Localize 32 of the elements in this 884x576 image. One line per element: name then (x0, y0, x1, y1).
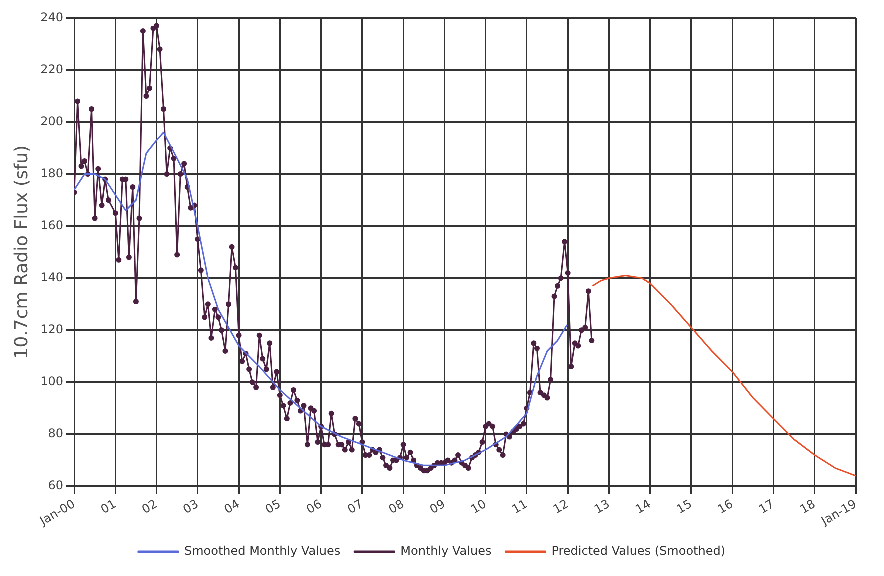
y-tick-label: 200 (40, 114, 64, 128)
y-tick-label: 120 (40, 322, 64, 337)
x-tick-label: 02 (140, 496, 160, 517)
x-tick-label: 16 (715, 496, 736, 517)
legend-label: Smoothed Monthly Values (184, 544, 341, 558)
y-tick-label: 140 (40, 270, 64, 284)
y-tick-label: 220 (40, 62, 64, 76)
x-tick-label: 09 (428, 496, 448, 517)
x-tick-label: 03 (180, 496, 201, 517)
x-tick-label: 17 (756, 496, 777, 517)
y-tick-label: 180 (40, 166, 64, 180)
x-tick-label: 10 (468, 496, 489, 517)
y-tick-label: 80 (48, 426, 64, 441)
x-tick-label: 12 (550, 496, 572, 517)
x-tick-label: 06 (304, 496, 324, 517)
x-tick-label: 04 (222, 496, 242, 517)
x-tick-label: 08 (386, 496, 407, 517)
legend-label: Monthly Values (400, 544, 492, 558)
y-tick-label: 160 (40, 218, 64, 232)
y-tick-label: 60 (48, 478, 64, 493)
legend-label: Predicted Values (Smoothed) (552, 544, 726, 558)
x-tick-label: 01 (98, 496, 119, 517)
x-tick-label: 11 (510, 496, 530, 517)
x-tick-label: 07 (345, 496, 366, 517)
x-tick-label: 14 (633, 496, 654, 517)
x-tick-label: 15 (674, 496, 695, 517)
y-tick-label: 100 (40, 374, 64, 389)
x-tick-label: 18 (798, 496, 818, 517)
y-axis-title: 10.7cm Radio Flux (sfu) (11, 145, 32, 360)
x-tick-label: 05 (262, 496, 284, 517)
x-tick-label: 13 (592, 496, 612, 517)
y-tick-label: 240 (40, 10, 64, 24)
